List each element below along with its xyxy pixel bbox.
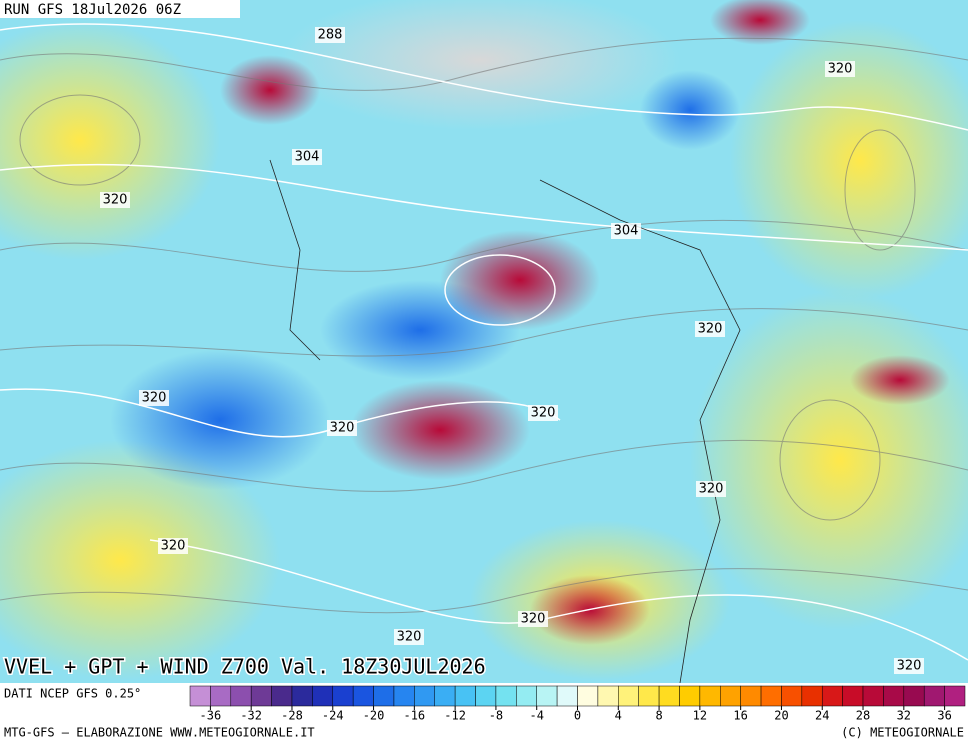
colorbar-swatch (189, 685, 211, 707)
colorbar-swatch (475, 685, 497, 707)
colorbar-swatch (883, 685, 905, 707)
colorbar-swatch (944, 685, 966, 707)
colorbar-swatch (903, 685, 925, 707)
colorbar-swatch (842, 685, 864, 707)
source-label: DATI NCEP GFS 0.25° (4, 687, 141, 701)
colorbar-tick-label: 16 (733, 709, 747, 723)
contour-label: 304 (614, 224, 639, 239)
contour-label-bg (528, 405, 558, 421)
contour-label: 288 (318, 28, 343, 43)
map-title: VVEL + GPT + WIND Z700 Val. 18Z30JUL2026 (4, 655, 486, 679)
colorbar-tick-label: 32 (897, 709, 911, 723)
contour-label-bg (158, 538, 188, 554)
contour-label-bg (696, 481, 726, 497)
colorbar-tick-label: 8 (655, 709, 662, 723)
colorbar-tick-label: -36 (200, 709, 222, 723)
contour-label-bg (139, 390, 169, 406)
colorbar-swatch (312, 685, 334, 707)
colorbar-swatch (332, 685, 354, 707)
contour-label: 320 (142, 391, 167, 406)
colorbar: -36 -32 -28 -24 -20 -16 -12 -8 -4 0 4 8 12 16 20 24 28 32… (189, 685, 966, 723)
contour-label: 320 (330, 421, 355, 436)
colorbar-swatch (862, 685, 884, 707)
colorbar-swatch (250, 685, 272, 707)
colorbar-swatch (618, 685, 639, 707)
colorbar-tick-label: 28 (856, 709, 870, 723)
contour-label-bg (292, 149, 322, 165)
colorbar-swatch (577, 685, 599, 707)
contour-label-bg (100, 192, 130, 208)
contour-label-bg (611, 223, 641, 239)
colorbar-swatch (414, 685, 435, 707)
contour-label-bg (518, 611, 548, 627)
contour-label-bg (394, 629, 424, 645)
colorbar-swatch (271, 685, 293, 707)
colorbar-swatch (821, 685, 843, 707)
colorbar-tick-label: -4 (529, 709, 543, 723)
footer-left: MTG-GFS – ELABORAZIONE WWW.METEOGIORNALE… (4, 726, 315, 740)
contour-label: 320 (161, 539, 186, 554)
colorbar-swatch (210, 685, 232, 707)
contour-label: 320 (521, 612, 546, 627)
contour-label-bg (327, 420, 357, 436)
contour-label: 320 (103, 193, 128, 208)
header-box (0, 0, 240, 18)
colorbar-swatch (373, 685, 395, 707)
colorbar-swatch (760, 685, 782, 707)
colorbar-swatch (495, 685, 517, 707)
colorbar-tick-label: -20 (363, 709, 385, 723)
colorbar-swatch (434, 685, 456, 707)
colorbar-swatch (923, 685, 945, 707)
contour-label: 320 (531, 406, 556, 421)
colorbar-tick-label: -24 (322, 709, 344, 723)
colorbar-swatch (454, 685, 476, 707)
colorbar-tick-label: -16 (403, 709, 425, 723)
contour-label: 320 (699, 482, 724, 497)
colorbar-swatch (740, 685, 762, 707)
colorbar-swatch (801, 685, 823, 707)
colorbar-swatch (536, 685, 558, 707)
colorbar-swatch (699, 685, 721, 707)
colorbar-swatch (720, 685, 741, 707)
colorbar-swatch (291, 685, 313, 707)
colorbar-tick-label: -32 (240, 709, 262, 723)
contour-label: 320 (698, 322, 723, 337)
colorbar-swatch (352, 685, 374, 707)
colorbar-swatch (658, 685, 680, 707)
colorbar-tick-label: -12 (444, 709, 466, 723)
colorbar-swatch (230, 685, 252, 707)
colorbar-swatch (781, 685, 803, 707)
contour-label: 304 (295, 150, 320, 165)
colorbar-tick-label: 12 (693, 709, 707, 723)
contour-label: 320 (828, 62, 853, 77)
colorbar-tick-label: -8 (489, 709, 503, 723)
run-label: RUN GFS 18Jul2026 06Z (4, 2, 181, 18)
contour-label-bg (894, 658, 924, 674)
contour-label: 320 (897, 659, 922, 674)
colorbar-swatch (516, 685, 537, 707)
colorbar-tick-label: -28 (281, 709, 303, 723)
colorbar-tick-label: 20 (774, 709, 788, 723)
colorbar-tick-label: 0 (574, 709, 581, 723)
map (0, 0, 968, 684)
colorbar-swatch (638, 685, 660, 707)
colorbar-tick-label: 4 (615, 709, 622, 723)
colorbar-swatch (597, 685, 619, 707)
contour-label-bg (315, 27, 345, 43)
colorbar-tick-label: 36 (937, 709, 951, 723)
contour-label: 320 (397, 630, 422, 645)
colorbar-swatch (679, 685, 701, 707)
colorbar-swatch (393, 685, 415, 707)
colorbar-tick-label: 24 (815, 709, 829, 723)
colorbar-swatch (556, 685, 578, 707)
contour-label-bg (825, 61, 855, 77)
contour-label-bg (695, 321, 725, 337)
footer-right: (C) METEOGIORNALE (841, 726, 964, 740)
